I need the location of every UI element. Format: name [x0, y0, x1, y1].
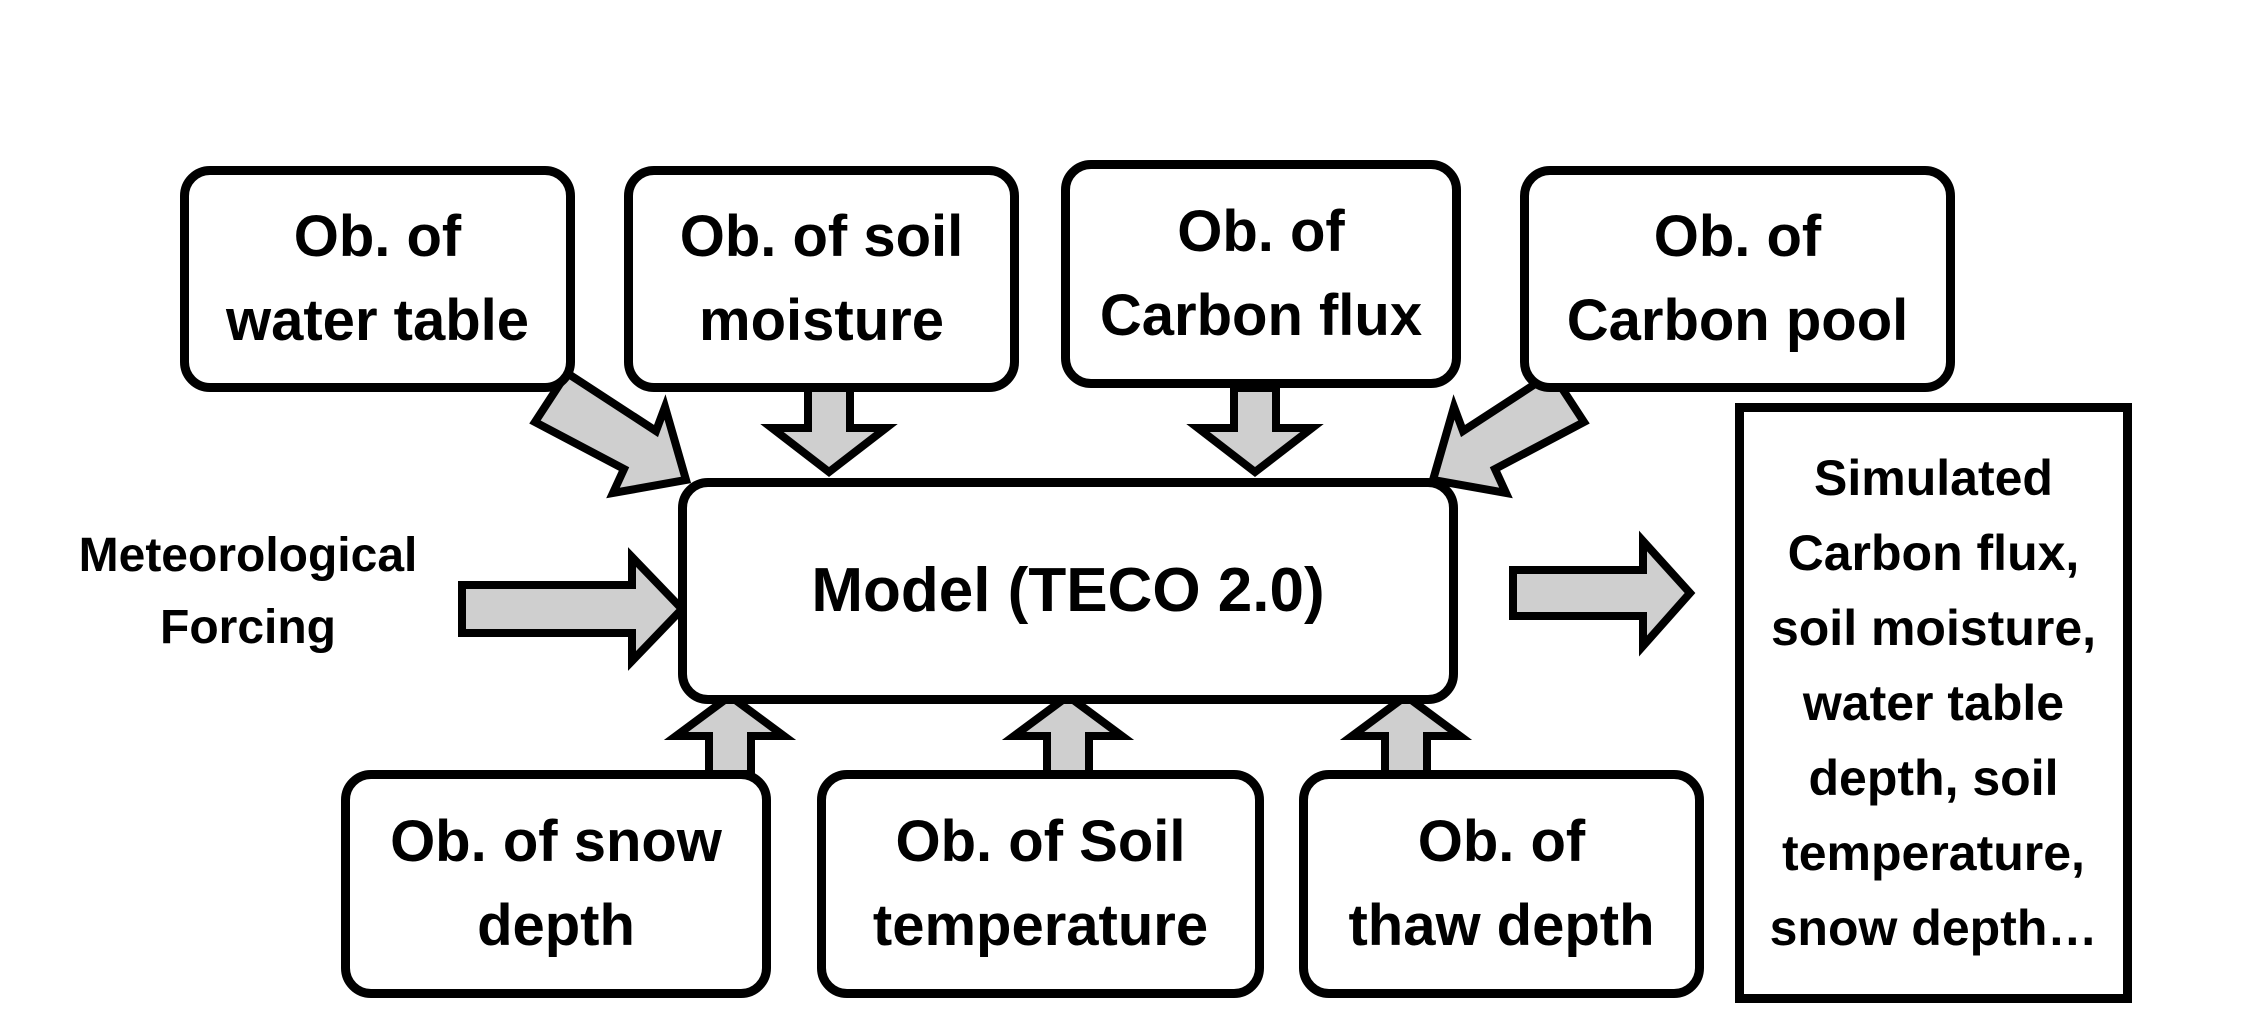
water-table-observation-label: Ob. of water table — [226, 204, 529, 353]
model-box: Model (TECO 2.0) — [678, 478, 1458, 704]
soil-moisture-observation-label: Ob. of soil moisture — [679, 204, 964, 353]
arrow-snow-depth-to-model — [663, 691, 797, 778]
meteorological-forcing-label: Meteorological Forcing — [78, 529, 418, 654]
carbon-pool-observation-label: Ob. of Carbon pool — [1566, 204, 1909, 353]
carbon-flux-observation-box: Ob. of Carbon flux — [1061, 160, 1461, 388]
model-label: Model (TECO 2.0) — [811, 556, 1325, 625]
simulated-output-box: Simulated Carbon flux, soil moisture, wa… — [1735, 403, 2132, 1003]
carbon-pool-observation-box: Ob. of Carbon pool — [1520, 166, 1955, 392]
soil-temperature-observation-box: Ob. of Soil temperature — [817, 770, 1264, 998]
soil-temperature-observation-label: Ob. of Soil temperature — [872, 809, 1209, 958]
arrow-model-to-output — [1509, 530, 1696, 657]
arrow-forcing-to-model — [458, 547, 688, 671]
arrow-soil-temperature-to-model — [1001, 691, 1135, 778]
arrow-water-table-to-model — [529, 367, 692, 499]
thaw-depth-observation-box: Ob. of thaw depth — [1299, 770, 1704, 998]
water-table-observation-box: Ob. of water table — [180, 166, 575, 392]
simulated-output-label: Simulated Carbon flux, soil moisture, wa… — [1769, 449, 2098, 956]
thaw-depth-observation-label: Ob. of thaw depth — [1348, 809, 1655, 958]
arrow-carbon-flux-to-model — [1186, 384, 1324, 478]
soil-moisture-observation-box: Ob. of soil moisture — [624, 166, 1019, 392]
snow-depth-observation-box: Ob. of snow depth — [341, 770, 771, 998]
carbon-flux-observation-label: Ob. of Carbon flux — [1099, 199, 1423, 348]
arrow-thaw-depth-to-model — [1339, 691, 1473, 778]
arrow-soil-moisture-to-model — [760, 384, 898, 478]
snow-depth-observation-label: Ob. of snow depth — [390, 809, 722, 958]
